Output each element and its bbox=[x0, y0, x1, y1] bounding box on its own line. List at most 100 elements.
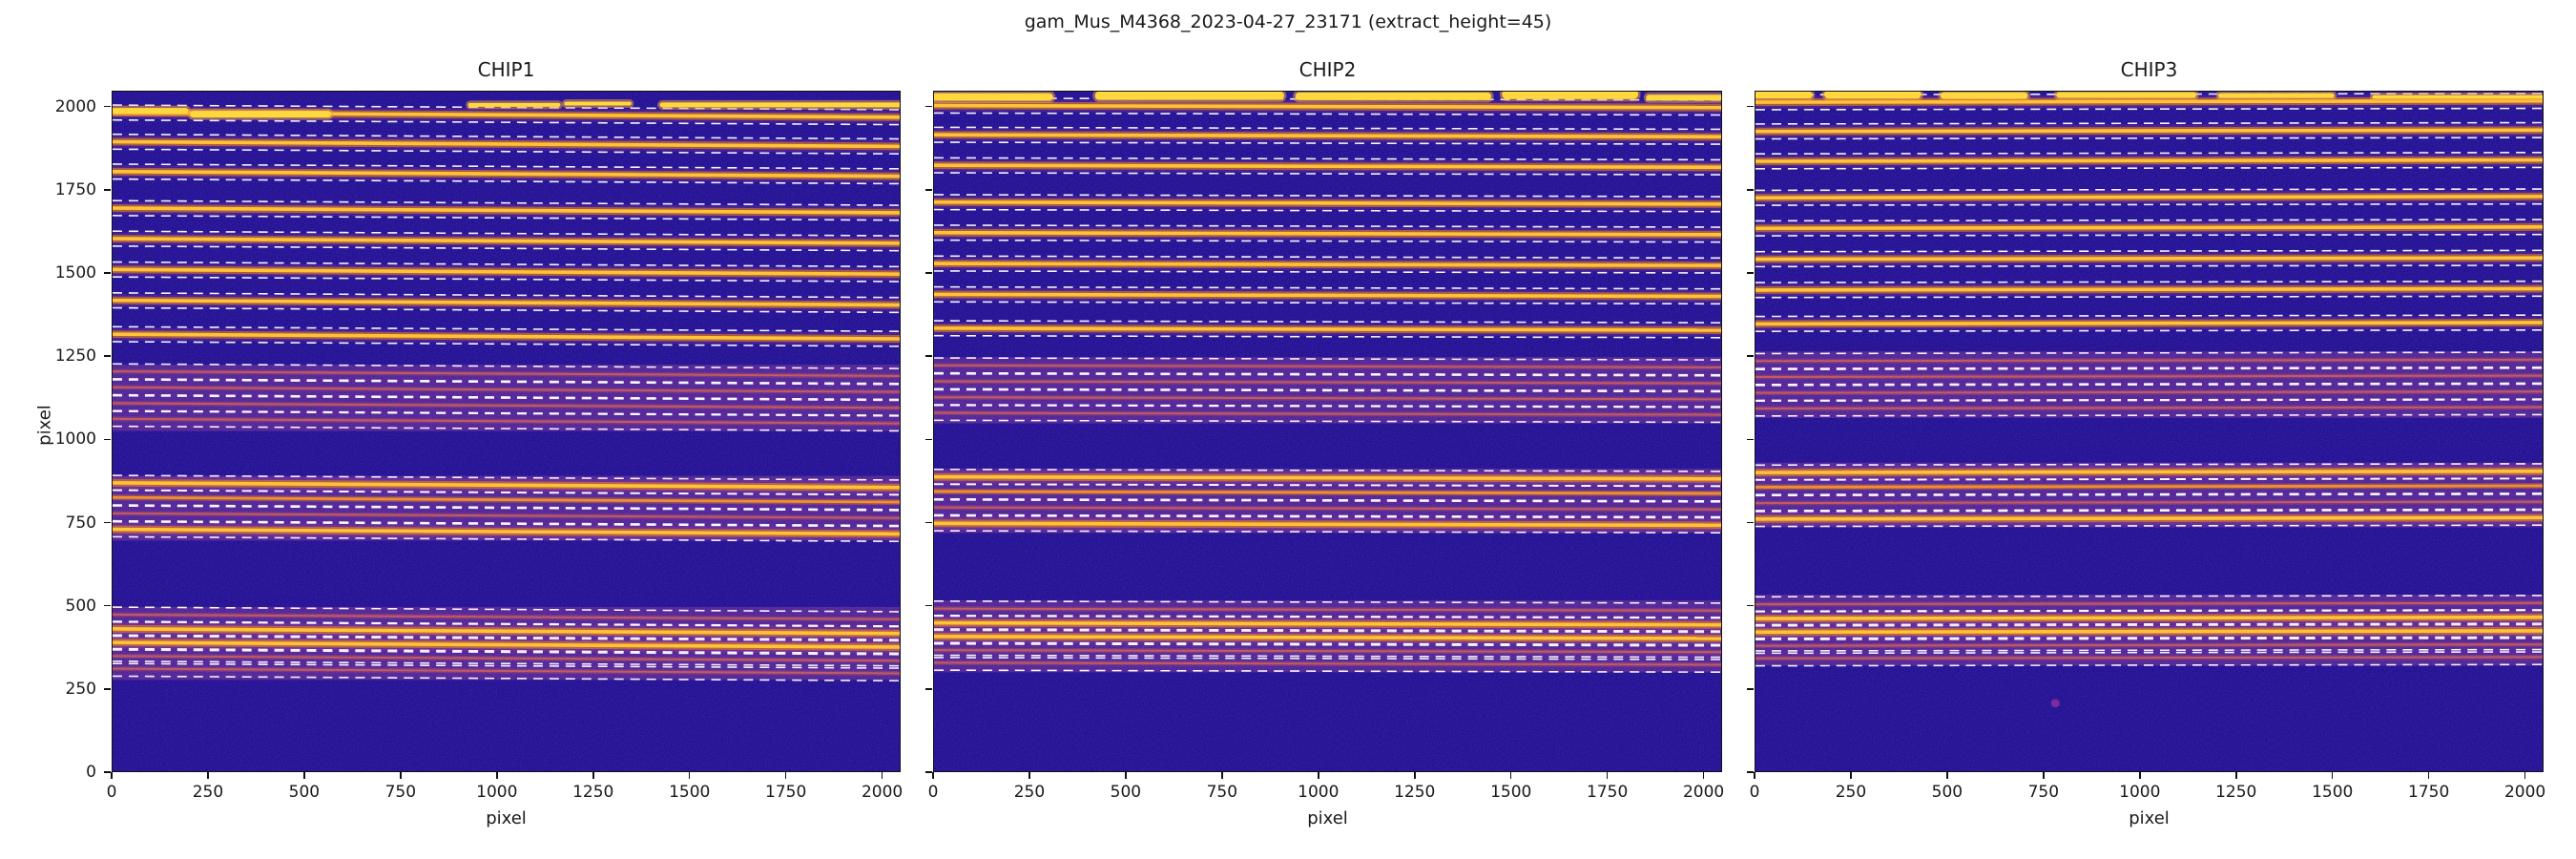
y-tick bbox=[104, 438, 111, 441]
order-trace bbox=[934, 103, 1721, 110]
chip1-image bbox=[112, 91, 901, 772]
order-trace bbox=[113, 495, 900, 504]
x-tick bbox=[1028, 772, 1030, 779]
extraction-window-lower bbox=[1755, 663, 2543, 667]
extraction-window-upper bbox=[934, 483, 1721, 487]
x-tick bbox=[881, 772, 883, 779]
y-tick-label: 1500 bbox=[54, 263, 96, 283]
x-tick bbox=[1221, 772, 1223, 779]
extraction-window-upper bbox=[113, 489, 900, 496]
x-tick bbox=[2139, 772, 2141, 779]
extraction-window-upper bbox=[934, 224, 1721, 228]
x-tick-label: 1250 bbox=[1394, 783, 1436, 802]
x-tick bbox=[2427, 772, 2430, 779]
subplot-title-chip3: CHIP3 bbox=[2120, 58, 2178, 81]
extraction-window-lower bbox=[113, 276, 900, 283]
extraction-window-lower bbox=[1755, 508, 2543, 512]
x-axis-label: pixel bbox=[2129, 808, 2170, 828]
extraction-window-upper bbox=[1755, 609, 2543, 613]
x-tick-label: 750 bbox=[1206, 783, 1238, 802]
order-trace bbox=[934, 199, 1721, 206]
x-axis: 0 250 500 750 1000 1250 1500 1750 2000 bbox=[928, 772, 1724, 829]
extraction-window-lower bbox=[934, 419, 1721, 424]
extraction-window-lower bbox=[934, 513, 1721, 518]
y-tick bbox=[104, 771, 111, 773]
y-tick bbox=[1747, 521, 1754, 524]
x-tick-label: 750 bbox=[2027, 783, 2060, 802]
order-trace bbox=[113, 527, 900, 536]
order-trace bbox=[1755, 390, 2543, 394]
x-tick bbox=[303, 772, 305, 779]
extraction-window-lower bbox=[113, 425, 900, 432]
order-trace bbox=[113, 481, 900, 490]
chip1-detector-frame bbox=[113, 92, 900, 771]
order-trace bbox=[934, 521, 1721, 528]
order-trace bbox=[113, 267, 900, 277]
y-tick-label: 750 bbox=[65, 513, 96, 533]
x-tick-label: 500 bbox=[288, 783, 321, 802]
x-tick-label: 1000 bbox=[476, 783, 518, 802]
order-trace bbox=[113, 613, 900, 620]
x-tick-label: 2000 bbox=[2503, 783, 2546, 802]
extraction-window-upper bbox=[934, 614, 1721, 618]
order-trace bbox=[934, 262, 1721, 267]
y-tick bbox=[925, 355, 932, 357]
order-trace bbox=[934, 230, 1721, 237]
y-tick bbox=[104, 105, 111, 108]
y-tick bbox=[925, 771, 932, 773]
subplot-title-chip1: CHIP1 bbox=[477, 58, 535, 81]
extraction-window-upper bbox=[934, 372, 1721, 377]
extraction-window-lower bbox=[1755, 295, 2543, 299]
order-trace bbox=[113, 298, 900, 307]
extraction-window-lower bbox=[113, 535, 900, 543]
order-trace bbox=[113, 169, 900, 178]
extraction-window-lower bbox=[934, 497, 1721, 502]
extraction-window-lower bbox=[113, 649, 900, 656]
extraction-window-upper bbox=[1755, 509, 2543, 513]
x-tick bbox=[111, 772, 113, 779]
extraction-window-upper bbox=[934, 628, 1721, 632]
chip2-detector-frame bbox=[934, 92, 1721, 771]
order-trace bbox=[1755, 484, 2543, 489]
extraction-window-upper bbox=[113, 325, 900, 332]
y-tick bbox=[1747, 688, 1754, 690]
y-tick bbox=[925, 521, 932, 524]
y-tick-label: 500 bbox=[65, 596, 96, 616]
order-trace bbox=[113, 370, 900, 377]
x-tick bbox=[496, 772, 498, 779]
order-trace bbox=[1755, 515, 2543, 521]
extraction-window-upper bbox=[113, 163, 900, 170]
x-tick bbox=[784, 772, 787, 779]
order-trace bbox=[1755, 225, 2543, 231]
order-trace bbox=[934, 326, 1721, 332]
extraction-window-upper bbox=[934, 514, 1721, 519]
order-trace bbox=[1755, 321, 2543, 326]
order-trace bbox=[1755, 601, 2543, 606]
extraction-window-upper bbox=[113, 410, 900, 417]
extraction-window-upper bbox=[113, 660, 900, 667]
order-trace bbox=[934, 620, 1721, 627]
y-tick bbox=[925, 604, 932, 607]
extraction-window-upper bbox=[1755, 367, 2543, 370]
x-tick bbox=[1125, 772, 1127, 779]
x-tick-label: 0 bbox=[927, 783, 939, 802]
order-trace bbox=[934, 163, 1721, 170]
y-tick bbox=[1747, 105, 1754, 108]
extraction-window-upper bbox=[1755, 595, 2543, 598]
order-trace bbox=[113, 332, 900, 341]
extraction-window-upper bbox=[1755, 648, 2543, 652]
order-trace bbox=[113, 386, 900, 393]
extraction-window-upper bbox=[1755, 188, 2543, 192]
order-trace bbox=[113, 640, 900, 649]
x-tick-label: 500 bbox=[1110, 783, 1142, 802]
y-tick bbox=[925, 105, 932, 108]
x-tick-label: 1750 bbox=[2408, 783, 2450, 802]
x-tick-label: 1000 bbox=[1298, 783, 1340, 802]
y-tick-label: 1250 bbox=[54, 346, 96, 367]
extraction-window-lower bbox=[1755, 366, 2543, 369]
order-trace bbox=[1755, 629, 2543, 635]
noise-overlay bbox=[934, 92, 1721, 771]
extraction-window-upper bbox=[113, 199, 900, 206]
extraction-window-lower bbox=[113, 306, 900, 314]
extraction-window-lower bbox=[1755, 492, 2543, 496]
